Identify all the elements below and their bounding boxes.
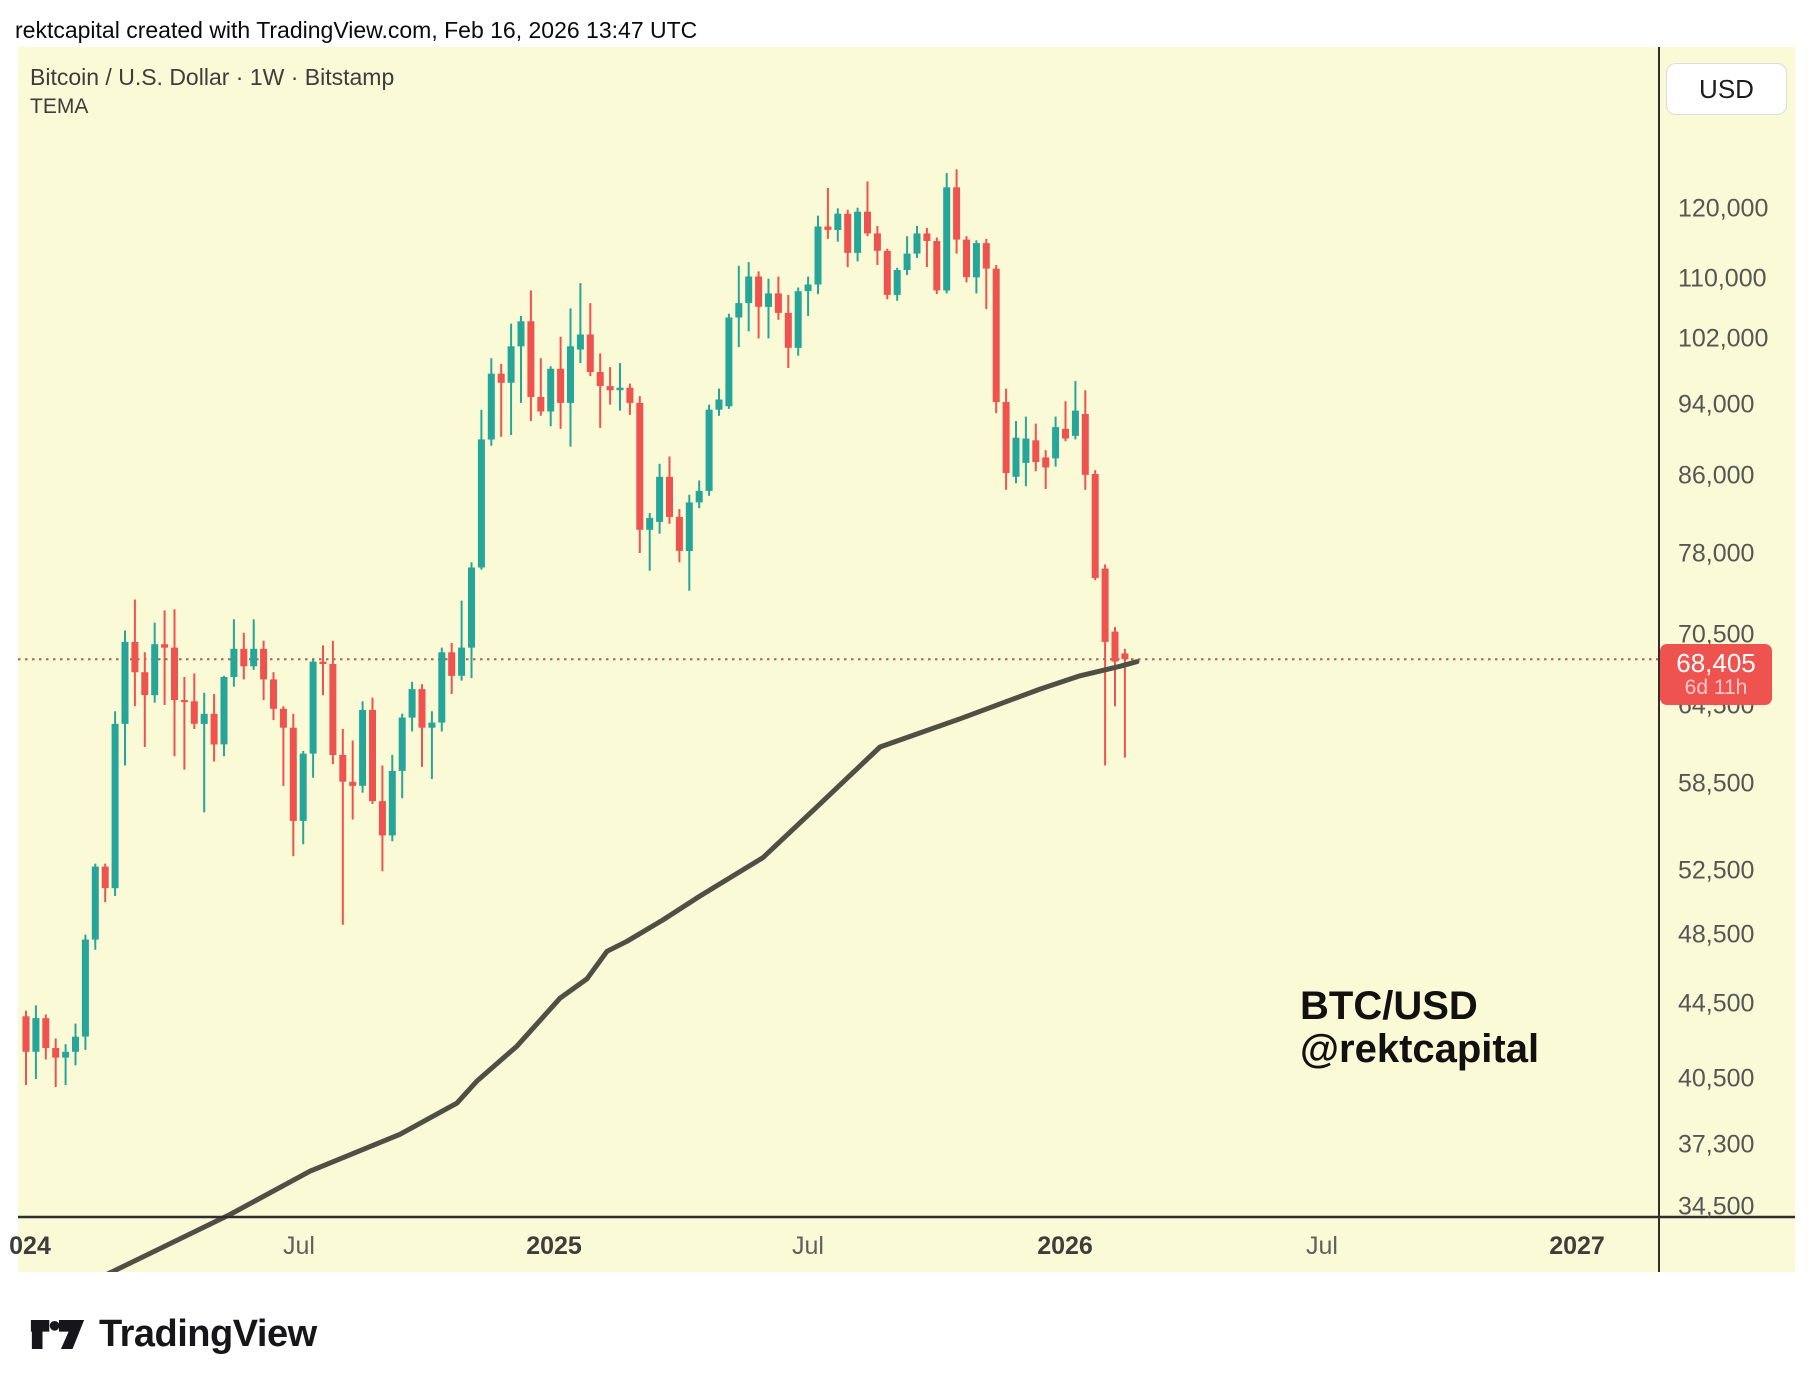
price-tick: 102,000 [1678,324,1769,353]
time-tick: Jul [792,1232,824,1260]
watermark-symbol: BTC/USD [1300,984,1478,1028]
currency-toggle-button[interactable]: USD [1666,63,1787,115]
candlestick-chart[interactable] [18,47,1795,1272]
tradingview-wordmark: TradingView [99,1313,317,1355]
price-tick: 58,500 [1678,769,1755,798]
time-tick: 2025 [526,1232,582,1260]
price-tick: 37,300 [1678,1130,1755,1159]
time-tick: Jul [1306,1232,1338,1260]
last-price-value: 68,405 [1676,647,1756,678]
tradingview-branding[interactable]: TradingView [30,1313,317,1356]
attribution-text: rektcapital created with TradingView.com… [15,17,698,43]
symbol-title: Bitcoin / U.S. Dollar · 1W · Bitstamp [30,64,395,90]
price-tick: 34,500 [1678,1192,1755,1221]
price-tick: 94,000 [1678,390,1755,419]
time-tick: 2027 [1549,1232,1605,1260]
price-tick: 44,500 [1678,989,1755,1018]
watermark-handle: @rektcapital [1300,1027,1540,1071]
time-tick: Jul [283,1232,315,1260]
candles [22,169,1129,1087]
price-tick: 86,000 [1678,461,1755,490]
tema-line [106,659,1140,1272]
price-tick: 70,500 [1678,620,1755,649]
tradingview-logo-icon [30,1319,85,1349]
price-tick: 78,000 [1678,539,1755,568]
candle-countdown: 6d 11h [1684,676,1748,700]
price-tick: 120,000 [1678,194,1769,223]
price-tick: 48,500 [1678,920,1755,949]
time-tick: 2026 [1037,1232,1093,1260]
time-tick: 024 [9,1232,51,1260]
watermark: BTC/USD @rektcapital [1300,985,1539,1071]
indicator-label: TEMA [30,95,89,118]
price-tick: 52,500 [1678,856,1755,885]
price-tick: 40,500 [1678,1064,1755,1093]
price-tick: 110,000 [1678,264,1767,293]
last-price-tag: 68,405 6d 11h [1660,644,1772,705]
